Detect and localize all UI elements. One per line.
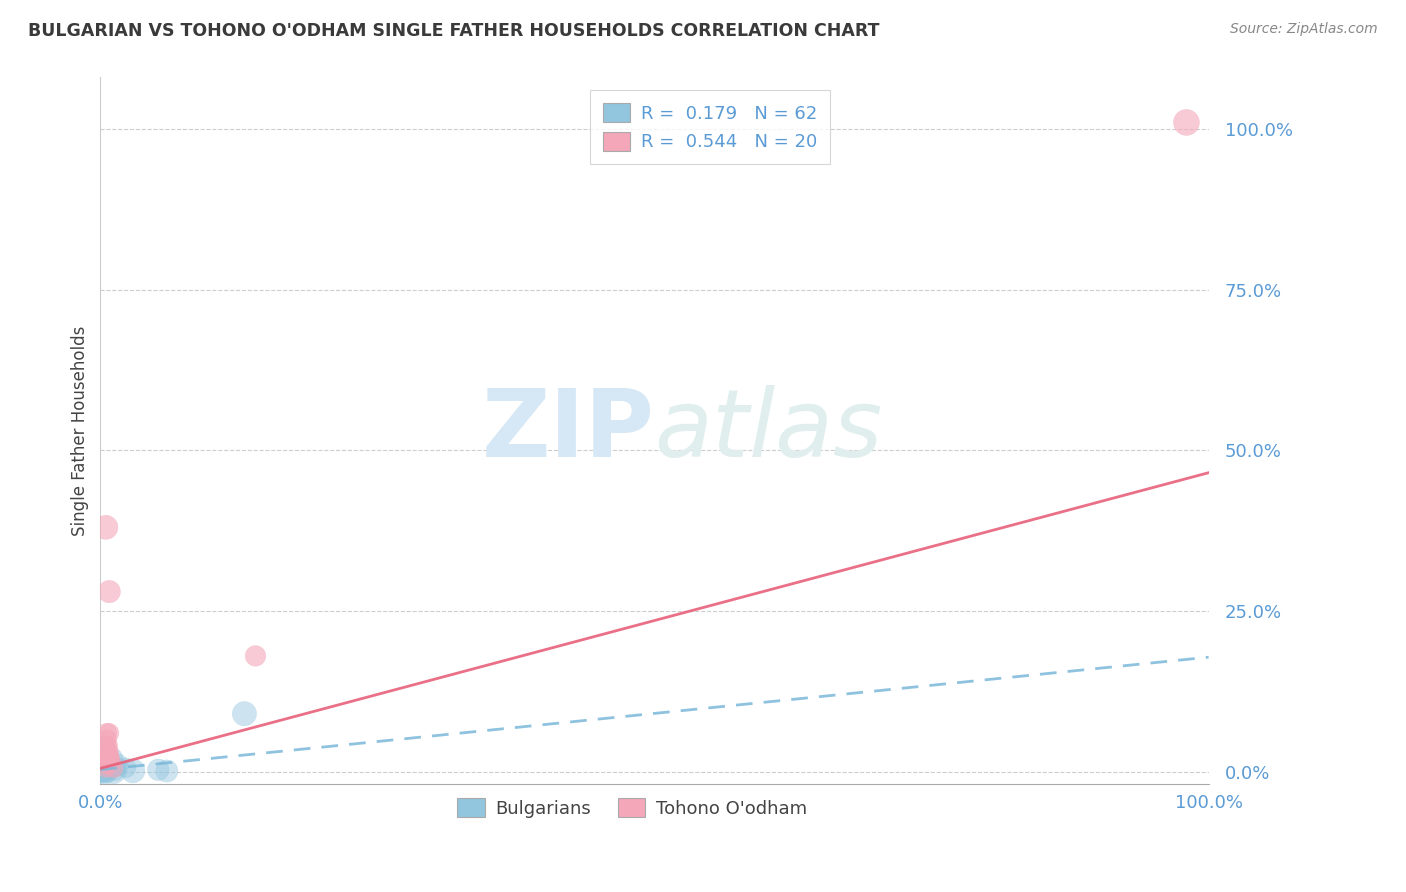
Point bbox=[94, 761, 117, 775]
Point bbox=[93, 750, 115, 764]
Point bbox=[103, 764, 125, 778]
Point bbox=[90, 751, 112, 765]
Point bbox=[93, 764, 115, 779]
Point bbox=[93, 754, 115, 768]
Point bbox=[93, 739, 115, 753]
Legend: Bulgarians, Tohono O'odham: Bulgarians, Tohono O'odham bbox=[450, 790, 814, 825]
Point bbox=[93, 762, 115, 776]
Point bbox=[90, 760, 112, 774]
Point bbox=[91, 764, 114, 778]
Point bbox=[96, 764, 118, 778]
Point bbox=[96, 732, 118, 747]
Point bbox=[100, 752, 122, 766]
Point bbox=[233, 706, 256, 721]
Point bbox=[100, 755, 122, 769]
Point bbox=[90, 760, 112, 774]
Point bbox=[98, 748, 121, 763]
Point bbox=[103, 764, 125, 778]
Text: atlas: atlas bbox=[654, 385, 883, 476]
Point bbox=[97, 752, 120, 766]
Point bbox=[94, 763, 117, 777]
Point bbox=[96, 764, 118, 779]
Point bbox=[91, 761, 114, 775]
Point bbox=[107, 759, 129, 773]
Point bbox=[91, 763, 114, 777]
Point bbox=[90, 761, 112, 775]
Point bbox=[91, 762, 114, 776]
Point bbox=[148, 763, 170, 777]
Point bbox=[96, 726, 118, 740]
Point bbox=[96, 760, 118, 774]
Point bbox=[97, 745, 120, 759]
Point bbox=[90, 764, 112, 778]
Point bbox=[90, 758, 112, 772]
Point bbox=[90, 747, 112, 761]
Point bbox=[90, 764, 112, 779]
Point bbox=[93, 760, 115, 774]
Point bbox=[98, 760, 121, 774]
Point bbox=[94, 762, 117, 776]
Point bbox=[96, 758, 118, 772]
Point bbox=[93, 756, 115, 770]
Point bbox=[245, 648, 267, 663]
Y-axis label: Single Father Households: Single Father Households bbox=[72, 326, 89, 536]
Point bbox=[122, 764, 145, 778]
Point bbox=[94, 753, 117, 767]
Point bbox=[96, 755, 118, 769]
Text: Source: ZipAtlas.com: Source: ZipAtlas.com bbox=[1230, 22, 1378, 37]
Point bbox=[91, 760, 114, 774]
Point bbox=[105, 757, 128, 772]
Point bbox=[94, 756, 117, 771]
Point bbox=[98, 764, 121, 779]
Point bbox=[90, 754, 112, 768]
Point bbox=[91, 751, 114, 765]
Point bbox=[94, 520, 117, 534]
Point bbox=[94, 762, 117, 776]
Point bbox=[103, 761, 125, 775]
Point bbox=[100, 750, 122, 764]
Point bbox=[90, 759, 112, 773]
Point bbox=[156, 764, 179, 778]
Point bbox=[93, 761, 115, 775]
Point bbox=[91, 762, 114, 776]
Point bbox=[91, 759, 114, 773]
Point bbox=[93, 762, 115, 776]
Point bbox=[98, 726, 121, 740]
Point bbox=[90, 760, 112, 774]
Point bbox=[98, 752, 121, 766]
Point bbox=[98, 584, 121, 599]
Point bbox=[94, 748, 117, 763]
Point bbox=[98, 764, 121, 778]
Point bbox=[94, 750, 117, 764]
Point bbox=[97, 739, 120, 753]
Text: BULGARIAN VS TOHONO O'ODHAM SINGLE FATHER HOUSEHOLDS CORRELATION CHART: BULGARIAN VS TOHONO O'ODHAM SINGLE FATHE… bbox=[28, 22, 880, 40]
Point bbox=[98, 762, 121, 776]
Text: ZIP: ZIP bbox=[482, 385, 654, 477]
Point bbox=[90, 760, 112, 774]
Point bbox=[115, 761, 138, 775]
Point bbox=[91, 764, 114, 779]
Point bbox=[100, 757, 122, 772]
Point bbox=[101, 757, 124, 772]
Point bbox=[96, 761, 118, 775]
Point bbox=[1175, 115, 1198, 129]
Point bbox=[98, 745, 121, 759]
Point bbox=[90, 753, 112, 767]
Point bbox=[94, 764, 117, 778]
Point bbox=[90, 759, 112, 773]
Point bbox=[104, 764, 127, 778]
Point bbox=[96, 739, 118, 753]
Point bbox=[93, 758, 115, 772]
